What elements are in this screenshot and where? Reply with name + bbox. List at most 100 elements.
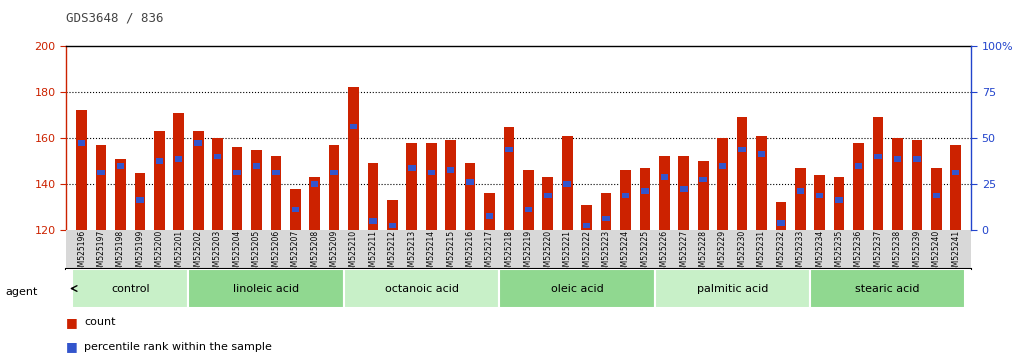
Bar	[136, 197, 143, 203]
Bar	[388, 223, 397, 228]
Bar	[214, 154, 222, 159]
Bar	[499, 269, 655, 308]
Bar	[952, 170, 959, 176]
Bar	[700, 177, 707, 182]
Bar	[563, 181, 571, 187]
Bar	[717, 138, 728, 230]
Bar	[465, 164, 476, 230]
Bar	[698, 161, 709, 230]
Bar	[98, 170, 105, 176]
Bar	[194, 140, 202, 145]
Bar	[853, 143, 863, 230]
Bar	[134, 173, 145, 230]
Bar	[76, 110, 87, 230]
Bar	[467, 179, 474, 185]
Bar	[655, 269, 810, 308]
Bar	[407, 143, 417, 230]
Text: octanoic acid: octanoic acid	[384, 284, 459, 293]
Bar	[292, 206, 299, 212]
Bar	[484, 193, 495, 230]
Bar	[252, 163, 260, 169]
Bar	[583, 223, 591, 228]
Bar	[815, 175, 825, 230]
Bar	[271, 156, 282, 230]
Bar	[290, 189, 301, 230]
Bar	[213, 138, 223, 230]
Bar	[582, 205, 592, 230]
Text: oleic acid: oleic acid	[550, 284, 603, 293]
Text: ■: ■	[66, 341, 78, 353]
Bar	[933, 193, 940, 199]
Text: percentile rank within the sample: percentile rank within the sample	[84, 342, 273, 352]
Bar	[561, 136, 573, 230]
Text: palmitic acid: palmitic acid	[697, 284, 768, 293]
Bar	[816, 193, 824, 199]
Bar	[678, 156, 690, 230]
Bar	[426, 143, 436, 230]
Bar	[174, 113, 184, 230]
Bar	[344, 269, 499, 308]
Text: ■: ■	[66, 316, 78, 329]
Bar	[810, 269, 965, 308]
Bar	[117, 163, 124, 169]
Bar	[776, 202, 786, 230]
Bar	[602, 216, 610, 222]
Bar	[233, 170, 241, 176]
Bar	[894, 156, 901, 162]
Bar	[445, 140, 456, 230]
Bar	[680, 186, 687, 192]
Bar	[193, 131, 203, 230]
Bar	[408, 165, 416, 171]
Bar	[486, 213, 493, 219]
Bar	[446, 167, 455, 173]
Bar	[542, 177, 553, 230]
Bar	[78, 140, 85, 145]
Bar	[503, 127, 515, 230]
Bar	[505, 147, 513, 153]
Bar	[328, 145, 340, 230]
Bar	[523, 170, 534, 230]
Bar	[156, 158, 163, 164]
Bar	[950, 145, 961, 230]
Bar	[96, 145, 107, 230]
Bar	[736, 118, 747, 230]
Text: GDS3648 / 836: GDS3648 / 836	[66, 12, 164, 25]
Text: agent: agent	[5, 287, 38, 297]
Text: count: count	[84, 317, 116, 327]
Bar	[369, 218, 376, 224]
Bar	[427, 170, 435, 176]
Bar	[795, 168, 805, 230]
Bar	[232, 147, 242, 230]
Text: control: control	[111, 284, 149, 293]
Bar	[738, 147, 745, 153]
Bar	[348, 87, 359, 230]
Bar	[855, 163, 862, 169]
Bar	[368, 164, 378, 230]
Bar	[115, 159, 126, 230]
Bar	[621, 193, 630, 199]
Bar	[620, 170, 631, 230]
Bar	[719, 163, 726, 169]
Bar	[756, 136, 767, 230]
Bar	[873, 118, 884, 230]
Bar	[525, 206, 532, 212]
Bar	[640, 168, 650, 230]
Bar	[796, 188, 804, 194]
Bar	[931, 168, 942, 230]
Bar	[601, 193, 611, 230]
Bar	[641, 188, 649, 194]
Bar	[661, 174, 668, 180]
Bar	[175, 156, 182, 162]
Bar	[892, 138, 903, 230]
Bar	[544, 193, 551, 199]
Bar	[875, 154, 882, 159]
Bar	[188, 269, 344, 308]
Bar	[273, 170, 280, 176]
Bar	[777, 220, 785, 226]
Text: linoleic acid: linoleic acid	[233, 284, 299, 293]
Bar	[911, 140, 922, 230]
Bar	[834, 177, 844, 230]
Bar	[835, 197, 843, 203]
Bar	[758, 151, 765, 157]
Bar	[309, 177, 320, 230]
